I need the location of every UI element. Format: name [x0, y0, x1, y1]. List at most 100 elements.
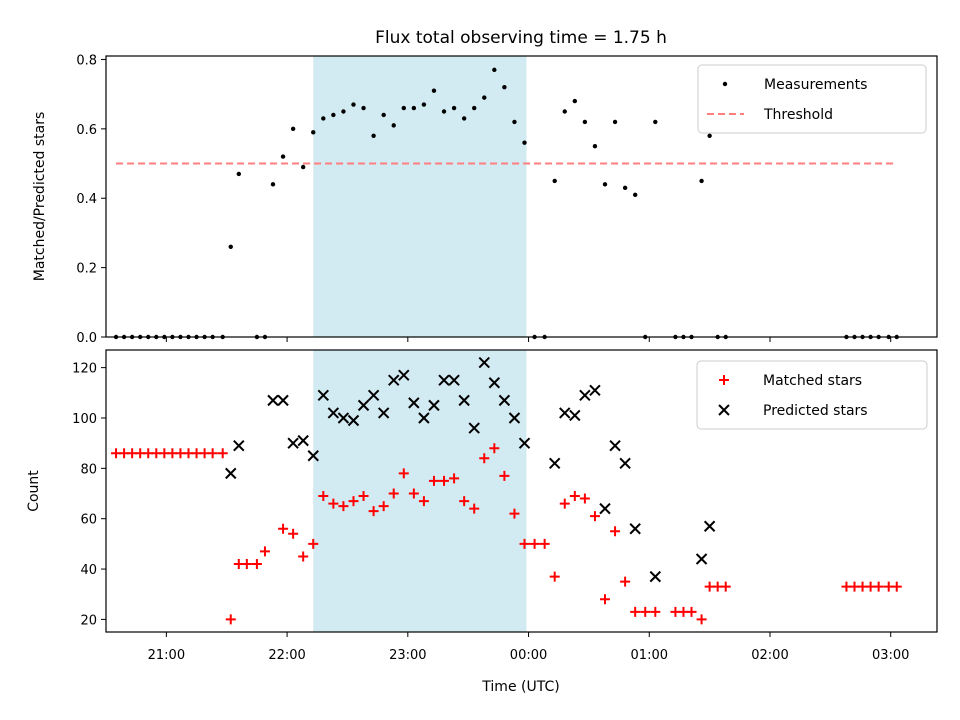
data-point	[241, 559, 252, 570]
data-point	[602, 182, 608, 187]
y-tick-label: 0.6	[76, 123, 97, 138]
data-point	[318, 491, 329, 502]
data-point	[377, 407, 390, 419]
data-point	[518, 437, 531, 449]
data-point	[421, 102, 427, 107]
data-point	[418, 496, 429, 507]
data-point	[492, 67, 497, 73]
count-panel: 20 40 60 80 100 120 21:00 22:00 23:00 00:00 01:00 0…	[26, 349, 938, 663]
x-tick-label: 21:00	[148, 648, 185, 663]
data-point	[408, 488, 419, 499]
data-point	[610, 526, 621, 537]
data-point	[280, 154, 286, 159]
data-point	[408, 397, 420, 409]
data-point	[620, 576, 631, 587]
y-tick-label: 20	[80, 613, 97, 628]
data-point	[891, 581, 902, 592]
data-point	[622, 185, 628, 191]
y-axis-label: Matched/Predicted stars	[32, 112, 48, 282]
data-point	[287, 437, 299, 449]
y-tick-label: 0.8	[76, 53, 97, 68]
data-point	[341, 109, 346, 114]
data-point	[499, 470, 510, 481]
data-point	[317, 389, 330, 402]
data-point	[277, 394, 289, 407]
data-point	[438, 374, 450, 386]
y-tick-label: 40	[80, 563, 97, 578]
data-point	[361, 105, 366, 111]
data-point	[391, 123, 396, 128]
data-point	[388, 374, 400, 386]
data-point	[411, 105, 417, 111]
data-point	[579, 389, 591, 402]
data-point	[321, 116, 326, 121]
data-point	[308, 538, 319, 549]
data-point	[589, 511, 600, 522]
data-point	[327, 407, 340, 419]
data-point	[519, 538, 530, 549]
data-point	[431, 88, 437, 93]
data-point	[592, 143, 598, 149]
legend: Matched stars Predicted stars	[696, 360, 928, 430]
data-point	[418, 412, 430, 424]
data-point	[873, 581, 884, 592]
data-point	[548, 457, 561, 470]
data-point	[225, 467, 237, 480]
legend-marker	[718, 404, 730, 416]
y-tick-label: 0.4	[76, 192, 97, 207]
data-point	[720, 581, 731, 592]
y-tick-label: 120	[72, 362, 97, 377]
data-point	[472, 105, 477, 111]
data-point	[609, 439, 621, 452]
plot-frame	[105, 55, 938, 338]
data-point	[347, 414, 360, 427]
data-point	[559, 407, 571, 419]
data-point	[217, 448, 228, 459]
data-point	[270, 182, 276, 187]
data-point	[469, 503, 480, 514]
data-point	[228, 244, 233, 250]
data-point	[357, 399, 370, 412]
data-point	[449, 473, 460, 484]
data-point	[451, 105, 457, 111]
x-tick-label: 23:00	[389, 648, 426, 663]
data-point	[439, 475, 450, 486]
data-point	[569, 409, 581, 422]
data-point	[512, 119, 517, 125]
data-point	[632, 192, 638, 197]
data-point	[388, 488, 399, 499]
data-point	[368, 506, 379, 517]
data-point	[290, 126, 296, 132]
data-point	[307, 450, 319, 462]
data-point	[695, 553, 708, 565]
data-point	[508, 412, 521, 424]
data-point	[378, 501, 389, 512]
data-point	[489, 443, 500, 454]
data-point	[381, 112, 386, 118]
data-point	[298, 551, 309, 562]
data-point	[468, 422, 480, 434]
data-point	[579, 493, 590, 504]
data-point	[509, 508, 520, 519]
data-point	[549, 571, 560, 582]
data-point	[297, 434, 309, 447]
legend-label: Predicted stars	[763, 403, 868, 419]
data-point	[589, 384, 601, 396]
data-point	[699, 178, 704, 184]
x-tick-label: 01:00	[631, 648, 668, 663]
legend: Measurements Threshold	[697, 64, 927, 134]
data-point	[582, 119, 588, 125]
series-matched-stars	[111, 443, 902, 625]
data-point	[348, 496, 359, 507]
data-point	[367, 389, 380, 402]
legend-box	[696, 360, 928, 430]
legend-box	[697, 64, 927, 134]
y-tick-label: 60	[80, 513, 97, 528]
y-tick-label: 100	[72, 412, 97, 427]
plot-frame	[105, 349, 938, 633]
data-point	[331, 112, 336, 118]
data-point	[559, 498, 570, 509]
data-point	[696, 614, 707, 625]
data-point	[479, 453, 490, 464]
